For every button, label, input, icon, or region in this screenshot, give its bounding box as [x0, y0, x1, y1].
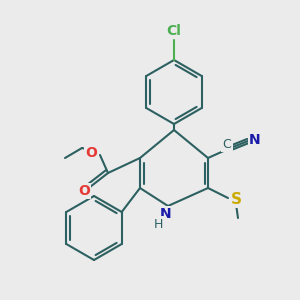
Text: N: N: [160, 207, 172, 221]
Text: N: N: [249, 133, 261, 147]
Text: O: O: [78, 184, 90, 198]
Text: S: S: [230, 191, 242, 206]
Text: C: C: [223, 137, 231, 151]
Text: H: H: [153, 218, 163, 230]
Text: Cl: Cl: [167, 24, 182, 38]
Text: O: O: [85, 146, 97, 160]
